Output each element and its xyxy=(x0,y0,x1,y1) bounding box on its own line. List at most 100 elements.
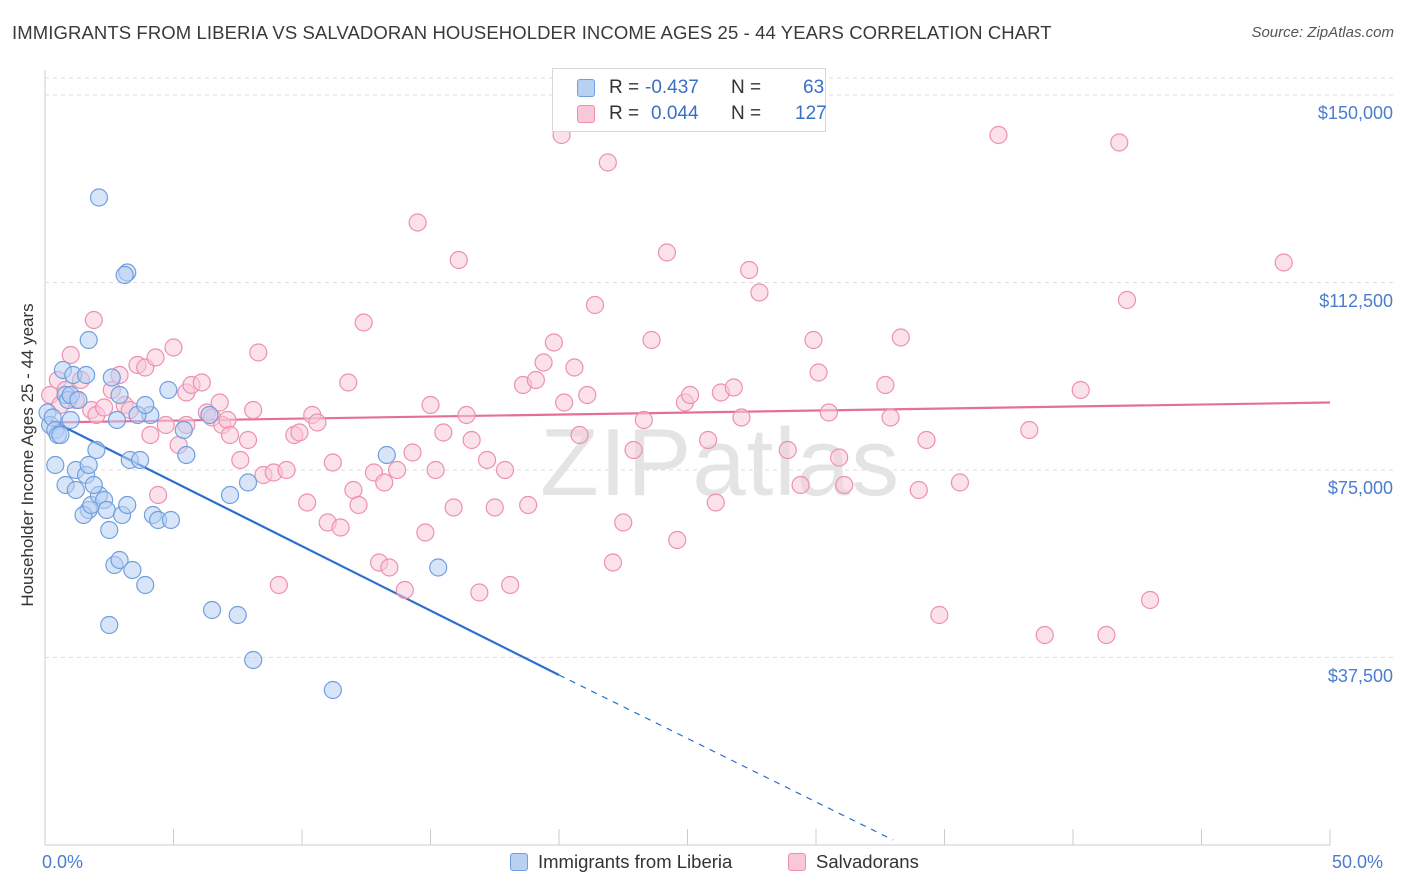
salvadorans-point xyxy=(146,348,165,367)
liberia-point xyxy=(136,395,155,415)
y-axis-label: Householder Income Ages 25 - 44 years xyxy=(18,303,37,607)
liberia-point xyxy=(87,440,106,460)
salvadorans-point xyxy=(349,495,368,515)
salvadorans-point xyxy=(1097,625,1116,645)
liberia-point xyxy=(136,575,155,595)
legend-n-label: N = xyxy=(731,103,762,124)
salvadorans-point xyxy=(449,250,468,270)
legend-swatch-liberia xyxy=(577,79,595,97)
liberia-point xyxy=(200,405,219,425)
liberia-point xyxy=(102,368,121,387)
liberia-point xyxy=(323,680,342,700)
liberia-point xyxy=(79,330,98,350)
salvadorans-point xyxy=(1274,253,1293,272)
salvadorans-point xyxy=(1140,590,1160,610)
salvadorans-point xyxy=(148,485,168,505)
salvadorans-point xyxy=(1020,420,1039,440)
salvadorans-point xyxy=(192,373,211,392)
salvadorans-point xyxy=(61,345,80,365)
salvadorans-point xyxy=(408,213,427,232)
salvadorans-point xyxy=(565,358,584,377)
salvadorans-point xyxy=(1110,133,1129,152)
chart-title: IMMIGRANTS FROM LIBERIA VS SALVADORAN HO… xyxy=(12,22,1052,43)
liberia-point xyxy=(220,485,240,505)
salvadorans-point xyxy=(603,553,623,572)
liberia-point xyxy=(61,410,80,430)
salvadorans-point xyxy=(706,493,725,512)
salvadorans-point xyxy=(269,575,288,595)
salvadorans-point xyxy=(657,243,677,262)
salvadorans-point xyxy=(1035,625,1054,645)
legend-r-label: R = xyxy=(609,103,640,124)
liberia-point xyxy=(174,420,193,440)
salvadorans-point xyxy=(95,398,114,417)
salvadorans-point xyxy=(740,260,759,280)
legend-n-value: 63 xyxy=(803,77,825,98)
liberia-point xyxy=(130,450,150,470)
salvadorans-point xyxy=(891,328,910,347)
legend-r-value: -0.437 xyxy=(645,77,699,98)
liberia-point xyxy=(107,410,127,430)
salvadorans-point xyxy=(220,425,240,445)
liberia-point xyxy=(110,550,129,570)
liberia-point xyxy=(51,425,70,445)
liberia-point xyxy=(100,615,119,635)
salvadorans-point xyxy=(642,330,661,350)
salvadorans-point xyxy=(876,375,895,395)
salvadorans-point xyxy=(614,513,633,532)
salvadorans-point xyxy=(164,338,183,357)
salvadorans-point xyxy=(1117,290,1137,310)
salvadorans-point xyxy=(585,295,605,315)
liberia-point xyxy=(118,495,137,515)
liberia-point xyxy=(46,455,65,475)
series-legend-liberia: Immigrants from Liberia xyxy=(510,851,732,873)
y-tick-label: $75,000 xyxy=(1327,478,1393,498)
liberia-point xyxy=(238,473,258,492)
salvadorans-point xyxy=(444,498,463,517)
liberia-point xyxy=(69,390,88,410)
salvadorans-point xyxy=(724,378,743,397)
salvadorans-point xyxy=(416,523,435,542)
salvadorans-point xyxy=(387,460,407,480)
salvadorans-point xyxy=(578,385,597,405)
salvadorans-point xyxy=(84,310,103,330)
legend-swatch-salvadorans xyxy=(577,105,595,123)
salvadorans-point xyxy=(634,410,653,430)
salvadorans-point xyxy=(930,605,949,625)
salvadorans-point xyxy=(698,430,718,450)
liberia-point xyxy=(84,475,103,495)
series-swatch-liberia xyxy=(510,853,528,871)
salvadorans-point xyxy=(331,518,350,537)
liberia-point xyxy=(66,480,85,500)
salvadorans-point xyxy=(668,530,687,550)
trend-line-liberia-extension xyxy=(558,674,894,841)
salvadorans-point xyxy=(470,583,489,602)
salvadorans-point xyxy=(403,443,422,462)
salvadorans-point xyxy=(477,450,497,470)
salvadorans-point xyxy=(555,393,574,412)
salvadorans-point xyxy=(989,125,1008,145)
liberia-point xyxy=(89,188,109,207)
salvadorans-point xyxy=(917,430,936,450)
salvadorans-point xyxy=(495,460,515,480)
salvadorans-point xyxy=(339,373,358,392)
series-label-liberia: Immigrants from Liberia xyxy=(538,851,733,872)
liberia-point xyxy=(244,650,263,670)
salvadorans-point xyxy=(210,393,229,412)
salvadorans-point xyxy=(570,425,589,445)
liberia-point xyxy=(100,520,119,540)
salvadorans-point xyxy=(238,430,258,450)
legend-n-label: N = xyxy=(731,77,762,98)
liberia-point xyxy=(177,445,196,465)
salvadorans-point xyxy=(323,453,342,472)
salvadorans-point xyxy=(244,400,263,420)
liberia-point xyxy=(110,385,129,405)
salvadorans-point xyxy=(680,385,700,405)
salvadorans-point xyxy=(598,153,617,172)
salvadorans-point xyxy=(501,575,520,595)
liberia-point xyxy=(377,445,396,465)
series-swatch-salvadorans xyxy=(788,853,806,871)
trend-line-salvadorans xyxy=(50,401,1331,424)
salvadorans-point xyxy=(1071,380,1090,400)
salvadorans-point xyxy=(732,408,751,427)
